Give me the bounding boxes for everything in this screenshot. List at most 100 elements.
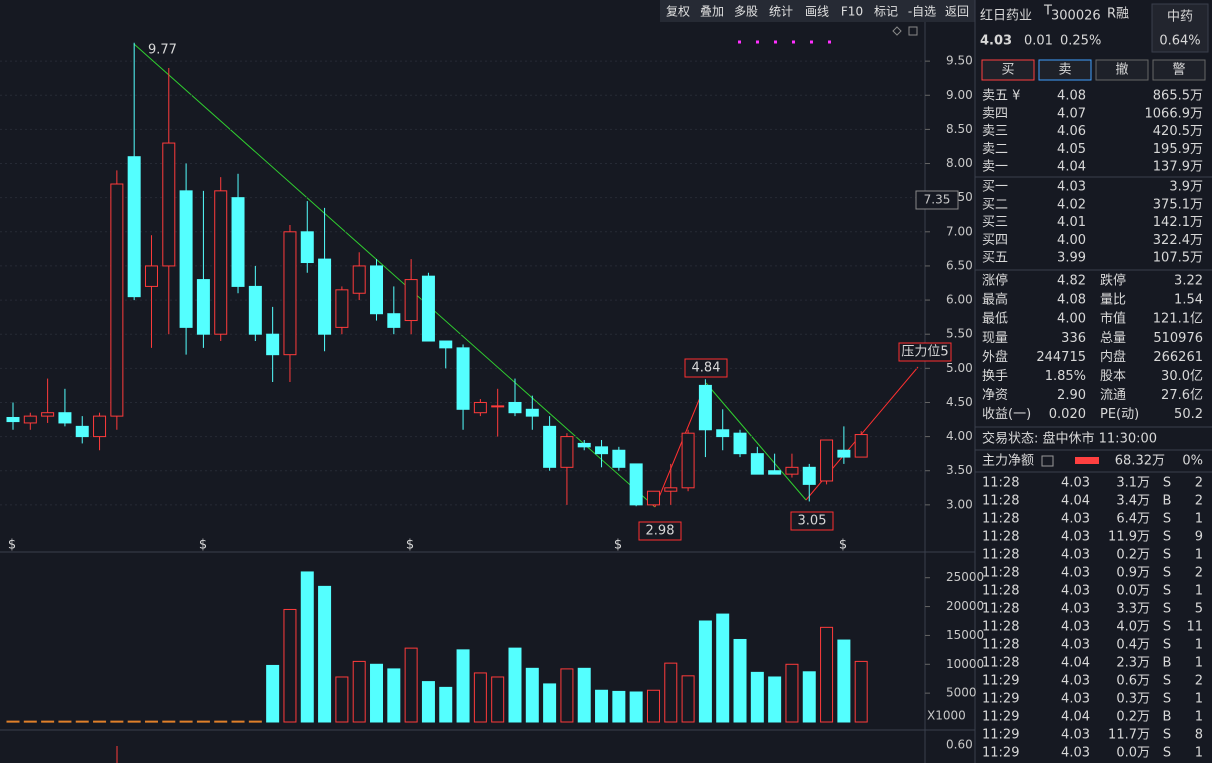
unit-label: X1000 (927, 709, 966, 723)
trade-side: S (1163, 620, 1171, 635)
flow-value: 68.32万 (1115, 454, 1165, 469)
volume-bar (110, 720, 124, 723)
candle-body (179, 190, 193, 328)
trade-time: 11:28 (982, 476, 1019, 491)
stat-label: 市值 (1100, 311, 1126, 327)
volume-bar (629, 691, 643, 723)
volume-bar (144, 720, 158, 723)
candle-body (196, 279, 210, 335)
candle-body (23, 415, 37, 424)
trade-price: 4.03 (1061, 566, 1090, 581)
flow-pct: 0% (1182, 454, 1203, 469)
candle-body (716, 429, 730, 438)
trade-button-label[interactable]: 撤 (1115, 62, 1128, 78)
volume-bar (646, 689, 660, 723)
volume-bar (577, 667, 591, 723)
volume-bar (785, 663, 799, 723)
trade-button-label[interactable]: 卖 (1058, 63, 1071, 78)
trade-volume: 3.3万 (1116, 602, 1150, 617)
book-label: 卖五 ¥ (982, 89, 1020, 104)
candle-body (214, 190, 228, 335)
toolbar-button: 复权 (666, 5, 690, 19)
candle-body (352, 265, 366, 294)
trade-button-label[interactable]: 警 (1172, 62, 1185, 78)
trade-status: 交易状态: 盘中休市 11:30:00 (982, 431, 1157, 447)
indicator-tick: 0.60 (946, 738, 973, 752)
stock-badge: T (1043, 4, 1052, 19)
candle-body (300, 231, 314, 264)
trade-count: 1 (1195, 638, 1203, 653)
trade-button[interactable] (981, 59, 1035, 81)
volume-bar (750, 671, 764, 723)
book-volume: 142.1万 (1153, 215, 1203, 230)
volume-bar (41, 720, 55, 723)
y-tick-label: 3.50 (946, 463, 973, 477)
volume-bar (508, 647, 522, 723)
stat-value: 30.0亿 (1161, 369, 1203, 384)
volume-bar (612, 690, 626, 723)
candle-body (525, 408, 539, 417)
trade-time: 11:28 (982, 656, 1019, 671)
stat-label: 最高 (982, 292, 1008, 308)
trade-count: 1 (1195, 656, 1203, 671)
book-label: 买四 (982, 233, 1008, 248)
trade-button[interactable] (1152, 59, 1206, 81)
stat-label: 跌停 (1100, 273, 1126, 289)
volume-bar (525, 667, 539, 723)
toolbar-button: 画线 (805, 5, 829, 19)
trade-count: 8 (1195, 728, 1203, 743)
candle-body (854, 434, 868, 458)
flow-label: 主力净额 (982, 454, 1034, 469)
candle-body (681, 432, 695, 489)
candle-body (491, 405, 505, 408)
book-volume: 107.5万 (1153, 251, 1203, 266)
stat-label: PE(动) (1100, 407, 1139, 422)
trend-line (705, 382, 807, 501)
stat-label: 现量 (982, 331, 1008, 346)
y-tick-label: 25000 (946, 570, 984, 584)
trade-time: 11:28 (982, 494, 1019, 509)
flow-bar (1075, 457, 1099, 464)
trade-price: 4.03 (1061, 512, 1090, 527)
book-volume: 865.5万 (1153, 89, 1203, 104)
volume-bar (716, 613, 730, 723)
candle-body (664, 487, 678, 492)
toolbar-button: 多股 (734, 5, 758, 19)
stock-name: 红日药业 (980, 8, 1032, 24)
trade-button-label[interactable]: 买 (1001, 63, 1014, 78)
volume-bar (456, 649, 470, 723)
trade-volume: 0.2万 (1116, 548, 1150, 563)
volume-bar (300, 571, 314, 723)
trade-volume: 0.0万 (1116, 584, 1150, 599)
candle-body (646, 490, 660, 506)
volume-bar (214, 720, 228, 723)
trade-button[interactable] (1038, 59, 1092, 81)
book-label: 卖一 (982, 160, 1008, 175)
stat-label: 净资 (982, 388, 1008, 403)
volume-bar (802, 671, 816, 723)
volume-bar (248, 720, 262, 723)
book-label: 卖二 (982, 142, 1008, 157)
toolbar-button: 叠加 (700, 5, 724, 19)
stat-label: 总量 (1100, 331, 1126, 346)
event-marker: $ (8, 538, 16, 553)
book-price: 4.01 (1057, 215, 1086, 230)
trade-time: 11:28 (982, 584, 1019, 599)
candle-body (802, 466, 816, 485)
change-pct: 0.25% (1060, 34, 1101, 49)
volume-bar (820, 626, 834, 723)
stat-value: 121.1亿 (1153, 312, 1203, 327)
book-label: 买二 (982, 197, 1008, 212)
y-tick-label: 8.50 (946, 122, 973, 136)
trade-button[interactable] (1095, 59, 1149, 81)
y-tick-label: 8.00 (946, 156, 973, 170)
candle-body (370, 265, 384, 315)
stat-value: 266261 (1153, 350, 1203, 365)
volume-bar (681, 675, 695, 723)
stat-value: 50.2 (1174, 407, 1203, 422)
candle-body (698, 384, 712, 431)
stat-label: 涨停 (982, 273, 1008, 289)
book-price: 4.02 (1057, 197, 1086, 212)
trade-price: 4.04 (1061, 710, 1090, 725)
toolbar-button: 返回 (945, 5, 969, 19)
